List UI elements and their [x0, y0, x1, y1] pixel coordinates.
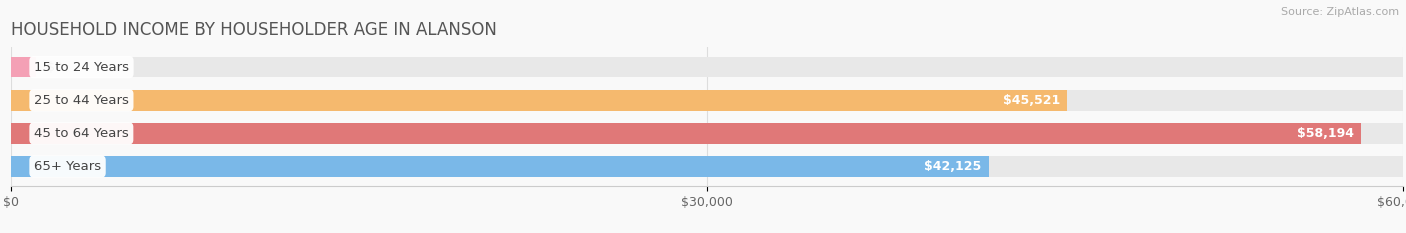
Text: HOUSEHOLD INCOME BY HOUSEHOLDER AGE IN ALANSON: HOUSEHOLD INCOME BY HOUSEHOLDER AGE IN A… — [11, 21, 498, 39]
Bar — [11, 57, 1403, 77]
Text: $58,194: $58,194 — [1298, 127, 1354, 140]
Text: 15 to 24 Years: 15 to 24 Years — [34, 61, 129, 74]
Text: 45 to 64 Years: 45 to 64 Years — [34, 127, 129, 140]
Bar — [11, 123, 1403, 144]
Bar — [11, 123, 1361, 144]
Text: $0: $0 — [46, 61, 62, 74]
Bar — [11, 57, 37, 77]
Bar — [11, 156, 988, 177]
Text: $42,125: $42,125 — [924, 160, 981, 173]
Text: 65+ Years: 65+ Years — [34, 160, 101, 173]
Text: Source: ZipAtlas.com: Source: ZipAtlas.com — [1281, 7, 1399, 17]
Bar — [11, 90, 1067, 110]
Text: 25 to 44 Years: 25 to 44 Years — [34, 94, 129, 107]
Bar — [11, 156, 1403, 177]
Text: $45,521: $45,521 — [1002, 94, 1060, 107]
Bar — [11, 90, 1403, 110]
